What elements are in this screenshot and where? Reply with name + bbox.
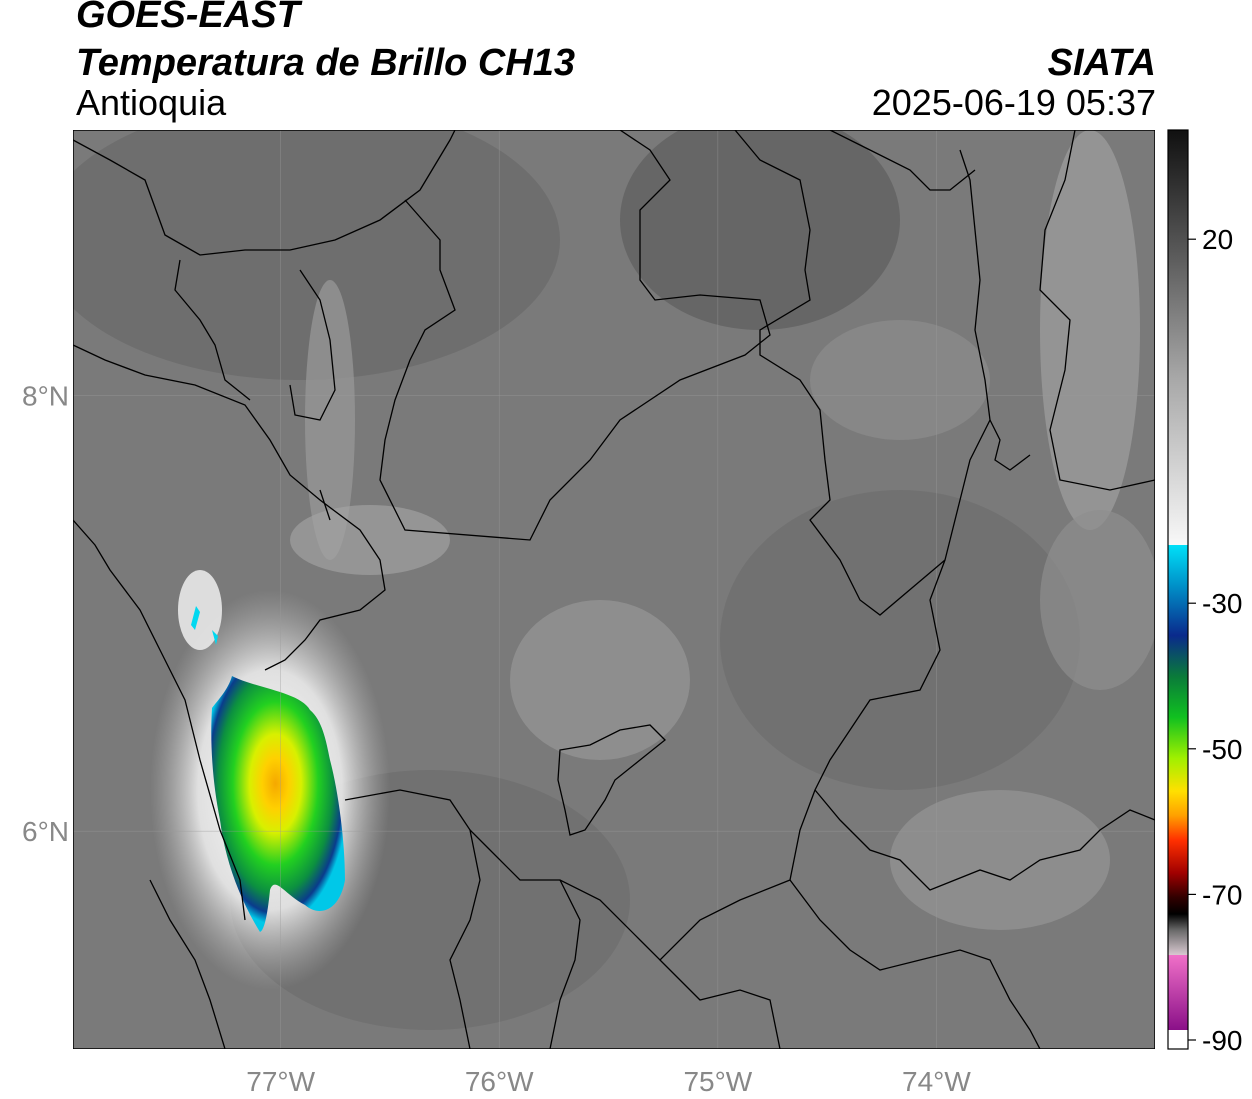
storm-core	[211, 676, 345, 932]
dark-cloudfree-area	[73, 130, 560, 380]
longitude-axis: 77°W 76°W 75°W 74°W	[246, 1066, 971, 1097]
coastlines-and-borders	[73, 130, 1155, 1049]
light-cloud-band	[290, 505, 450, 575]
light-cloud-band	[305, 280, 355, 560]
department-border	[549, 879, 581, 1049]
municipality-border	[557, 724, 666, 836]
department-border	[989, 419, 1031, 471]
colorbar-gray-segment	[1168, 130, 1188, 545]
colorbar: 20 -30 -50 -70 -90	[1167, 129, 1242, 1056]
light-cloud-band	[510, 600, 690, 760]
colorbar-min-segment	[1168, 1030, 1188, 1049]
department-border	[659, 959, 781, 1049]
gulf-coastline	[174, 259, 251, 401]
department-border	[1039, 130, 1155, 491]
light-cloud-band	[890, 790, 1110, 930]
longitude-tick-label: 77°W	[246, 1066, 315, 1097]
colorbar-frame	[1167, 129, 1189, 1050]
region-label: Antioquia	[76, 82, 227, 123]
light-cloud-band	[1040, 510, 1155, 690]
pacific-coastline	[73, 519, 246, 921]
department-border	[319, 489, 331, 521]
colorbar-color-segment	[1168, 545, 1188, 955]
pacific-coastline	[149, 879, 226, 1049]
dark-cloudfree-area	[720, 490, 1080, 790]
satellite-imagery	[73, 130, 1155, 1049]
latitude-tick-label: 6°N	[22, 816, 69, 847]
storm-fragment	[212, 630, 218, 645]
colorbar-tick-label: -70	[1202, 879, 1242, 910]
colorbar-tick-label: 20	[1202, 224, 1233, 255]
product-title: Temperatura de Brillo CH13	[76, 42, 576, 84]
department-border	[789, 879, 1041, 1049]
department-border	[449, 829, 481, 1049]
longitude-tick-label: 75°W	[683, 1066, 752, 1097]
satellite-title: GOES-EAST	[76, 0, 300, 36]
gulf-coastline	[289, 269, 336, 421]
colorbar-tick-label: -90	[1202, 1025, 1242, 1056]
department-border	[814, 789, 1155, 891]
graticule	[73, 130, 1155, 1049]
longitude-tick-label: 76°W	[465, 1066, 534, 1097]
gulf-coastline	[73, 130, 456, 256]
department-border	[379, 130, 771, 541]
storm-halo	[178, 570, 222, 650]
storm-fragment	[191, 606, 200, 630]
latitude-tick-label: 8°N	[22, 381, 69, 412]
latitude-axis: 8°N 6°N	[22, 381, 69, 848]
light-cloud-band	[810, 320, 990, 440]
longitude-tick-label: 74°W	[902, 1066, 971, 1097]
department-border	[829, 130, 976, 191]
colorbar-ticks: 20 -30 -50 -70 -90	[1188, 224, 1242, 1056]
colorbar-purple-segment	[1168, 955, 1188, 1030]
light-cloud-band	[1040, 130, 1140, 530]
colorbar-tick-label: -30	[1202, 588, 1242, 619]
department-border	[344, 559, 946, 961]
timestamp-label: 2025-06-19 05:37	[871, 82, 1156, 123]
department-border	[734, 130, 991, 616]
dark-cloudfree-area	[620, 130, 900, 330]
organization-label: SIATA	[1047, 42, 1156, 84]
department-border	[73, 344, 386, 671]
colorbar-tick-label: -50	[1202, 734, 1242, 765]
